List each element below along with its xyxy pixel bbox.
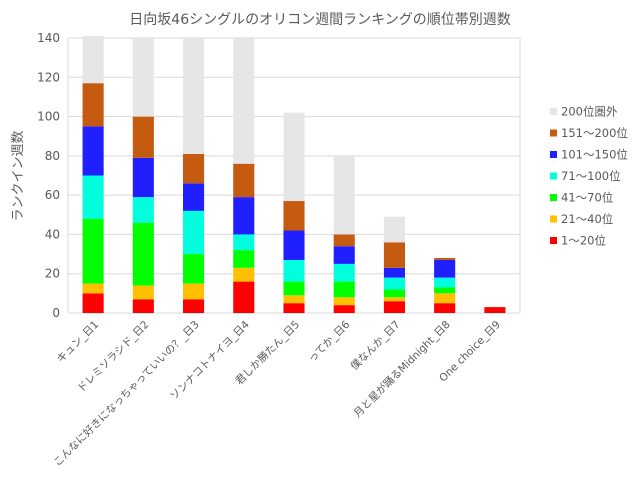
legend-label: 71〜100位 [561, 169, 621, 183]
bar-segment [333, 234, 355, 247]
y-tick-label: 40 [45, 227, 60, 241]
bar-segment [183, 183, 205, 211]
legend-swatch [550, 172, 557, 180]
bar-segment [383, 297, 405, 302]
bar-segment [383, 267, 405, 278]
y-tick-label: 0 [52, 306, 60, 320]
bar-segment [283, 230, 305, 260]
legend-swatch [550, 194, 557, 201]
plot-frame [67, 38, 521, 313]
x-axis-ticks: キュン_日1ドレミソラシド_日2こんなに好きになっちゃっていいの？_日3ソンナコ… [51, 318, 503, 469]
bar-segment [333, 246, 355, 264]
bars [82, 36, 506, 313]
y-axis-ticks: 0 20 40 60 80 100 120 140 [37, 31, 60, 320]
bar-segment [283, 295, 305, 304]
x-tick-label: 月と星が踊るMidnight_日8 [351, 318, 453, 420]
legend-swatch [550, 151, 557, 158]
bar-segment [333, 155, 355, 235]
bar-segment [132, 285, 154, 300]
bar-segment [283, 259, 305, 282]
bar-segment [132, 222, 154, 286]
bar-segment [383, 289, 405, 298]
bar-segment [132, 157, 154, 198]
y-tick-label: 120 [37, 70, 60, 84]
y-tick-label: 20 [45, 267, 60, 281]
legend-label: 1〜20位 [561, 234, 606, 248]
bar-segment [333, 281, 355, 298]
bar-segment [82, 283, 104, 294]
bar-segment [82, 126, 104, 176]
bar-segment [233, 267, 255, 282]
legend-swatch [550, 108, 557, 115]
bar-segment [233, 281, 255, 313]
x-tick-label: キュン_日1 [55, 319, 102, 366]
bar-segment [383, 242, 405, 268]
y-tick-label: 80 [45, 149, 60, 163]
legend-label: 151〜200位 [561, 126, 628, 140]
legend-swatch [550, 237, 557, 244]
bar-segment [82, 36, 104, 84]
bar-segment [183, 210, 205, 255]
legend-swatch [550, 129, 557, 137]
x-tick-label: 僕なんか_日7 [348, 318, 403, 373]
bar-segment [233, 250, 255, 268]
bar-segment [434, 258, 456, 260]
legend-label: 200位圏外 [561, 105, 618, 119]
bar-segment [132, 38, 154, 117]
bar-segment [283, 281, 305, 296]
bar-segment [183, 299, 205, 313]
bar-segment [434, 293, 456, 304]
bar-segment [383, 277, 405, 290]
bar-segment [283, 201, 305, 231]
bar-segment [183, 153, 205, 184]
bar-segment [233, 234, 255, 251]
legend-label: 101〜150位 [561, 148, 628, 162]
y-axis-label: ランクイン週数 [11, 130, 26, 221]
y-tick-label: 140 [37, 31, 60, 45]
bar-segment [333, 297, 355, 306]
bar-segment [183, 38, 205, 154]
legend-label: 41〜70位 [561, 191, 613, 205]
bar-segment [434, 259, 456, 278]
bar-segment [132, 116, 154, 158]
bar-segment [333, 305, 355, 313]
bar-segment [383, 301, 405, 313]
bar-segment [333, 263, 355, 282]
bar-segment [82, 175, 104, 219]
bar-segment [434, 303, 456, 313]
bar-segment [434, 287, 456, 294]
bar-segment [132, 299, 154, 313]
y-tick-label: 60 [45, 188, 60, 202]
bar-segment [434, 277, 456, 288]
legend-swatch [550, 215, 557, 223]
bar-segment [82, 83, 104, 127]
bar-segment [233, 197, 255, 235]
legend: 200位圏外 151〜200位 101〜150位 71〜100位 41〜70位 21〜40… [550, 105, 628, 248]
bar-segment [283, 112, 305, 202]
bar-segment [82, 293, 104, 313]
bar-segment [383, 216, 405, 243]
bar-segment [82, 218, 104, 284]
bar-segment [183, 283, 205, 300]
bar-segment [233, 163, 255, 198]
bar-segment [283, 303, 305, 313]
y-tick-label: 100 [37, 110, 60, 124]
x-tick-label: ってか_日6 [306, 318, 352, 364]
bar-segment [484, 307, 506, 313]
bar-segment [183, 254, 205, 284]
bar-segment [132, 197, 154, 223]
legend-label: 21〜40位 [561, 212, 613, 226]
chart-title: 日向坂46シングルのオリコン週間ランキングの順位帯別週数 [129, 12, 510, 28]
bar-segment [233, 38, 255, 164]
